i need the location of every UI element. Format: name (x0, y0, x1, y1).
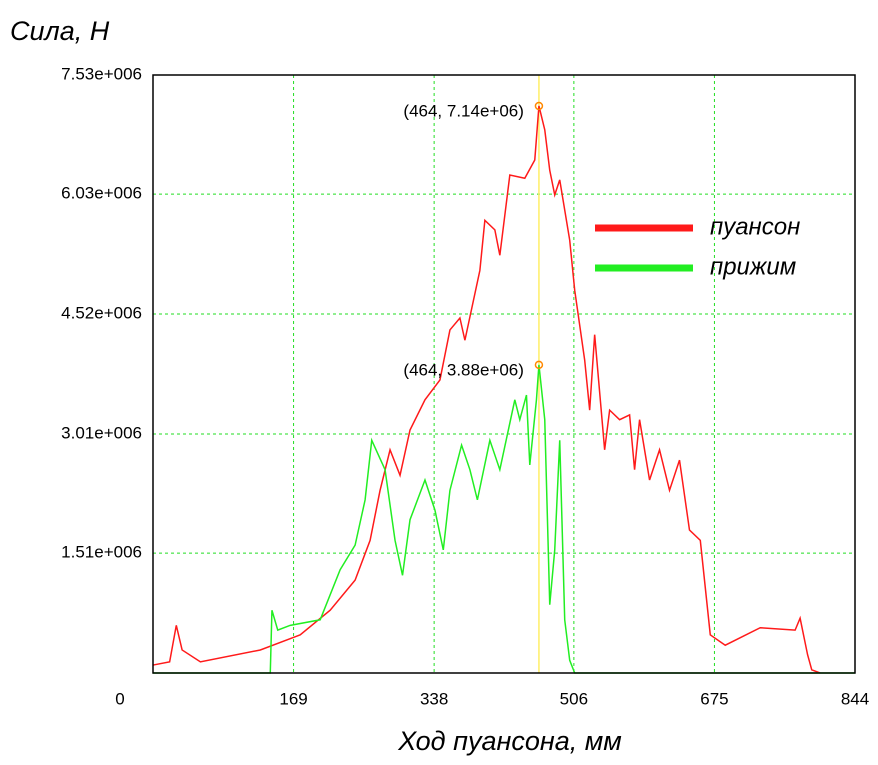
plot-frame (152, 74, 856, 674)
y-tick-label: 6.03e+006 (61, 184, 142, 203)
series-line (153, 364, 855, 674)
x-tick-label: 338 (420, 689, 448, 708)
series-line (152, 105, 821, 674)
y-tick-label: 4.52e+006 (61, 304, 142, 323)
legend-label: прижим (710, 253, 796, 280)
annotation-marker (534, 101, 544, 111)
x-tick-label: 675 (700, 689, 728, 708)
x-tick-label: 506 (560, 689, 588, 708)
x-tick-label: 0 (115, 689, 124, 708)
y-tick-label: 3.01e+006 (61, 423, 142, 442)
x-tick-label: 169 (279, 689, 307, 708)
legend-label: пуансон (710, 213, 800, 240)
y-tick-label: 7.53e+006 (61, 64, 142, 83)
annotation-label: (464, 3.88e+06) (403, 360, 524, 379)
y-tick-label: 1.51e+006 (61, 543, 142, 562)
x-tick-label: 844 (841, 689, 869, 708)
annotation-marker (534, 360, 544, 370)
annotation-label: (464, 7.14e+06) (403, 101, 524, 120)
y-axis-title: Сила, Н (10, 16, 110, 46)
x-axis-title: Ход пуансона, мм (397, 726, 622, 756)
